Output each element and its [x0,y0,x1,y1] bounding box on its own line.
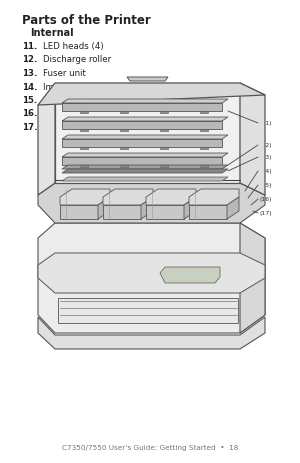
Polygon shape [120,148,128,150]
Text: (13): (13) [259,155,272,160]
Polygon shape [62,118,228,122]
Polygon shape [62,100,228,104]
Polygon shape [146,206,184,219]
Text: Parts of the Printer: Parts of the Printer [22,14,151,27]
Polygon shape [60,189,110,206]
Text: Internal: Internal [30,28,74,38]
Polygon shape [62,122,222,130]
Polygon shape [240,224,265,333]
Text: Discharge roller: Discharge roller [43,56,111,64]
Polygon shape [189,189,239,206]
Text: 15.: 15. [22,96,37,105]
Text: 12.: 12. [22,56,38,64]
Polygon shape [62,166,228,169]
Text: 16.: 16. [22,109,38,118]
Polygon shape [38,253,265,294]
Polygon shape [55,84,240,184]
Polygon shape [58,298,238,323]
Polygon shape [98,198,110,219]
Text: Image drum  and toner cartridge (yellow): Image drum and toner cartridge (yellow) [43,109,222,118]
Text: Image drum  and toner cartridge (cyan): Image drum and toner cartridge (cyan) [43,82,215,91]
Text: (14): (14) [259,169,272,174]
Polygon shape [62,169,228,174]
Text: Fuser unit: Fuser unit [43,69,86,78]
Polygon shape [62,158,222,166]
Text: C7350/7550 User’s Guide: Getting Started  •  18: C7350/7550 User’s Guide: Getting Started… [62,444,238,450]
Polygon shape [146,189,196,206]
Polygon shape [80,148,88,150]
Polygon shape [38,317,265,349]
Polygon shape [62,104,222,112]
Text: (15): (15) [259,183,272,188]
Polygon shape [141,198,153,219]
Polygon shape [60,206,98,219]
Polygon shape [38,84,265,106]
Text: 11.: 11. [22,42,38,51]
Polygon shape [103,206,141,219]
Polygon shape [62,178,228,181]
Text: 17.: 17. [22,123,38,131]
Polygon shape [160,166,168,168]
Polygon shape [189,206,227,219]
Text: (16): (16) [259,197,272,202]
Polygon shape [200,166,208,168]
Polygon shape [103,189,153,206]
Polygon shape [80,166,88,168]
Polygon shape [200,112,208,114]
Polygon shape [80,112,88,114]
Polygon shape [80,130,88,131]
Polygon shape [200,148,208,150]
Polygon shape [127,78,168,82]
Polygon shape [62,140,222,148]
Polygon shape [62,136,228,140]
Polygon shape [160,268,220,283]
Polygon shape [38,94,55,195]
Polygon shape [200,130,208,131]
Text: (17): (17) [259,211,272,216]
Polygon shape [38,224,265,333]
Polygon shape [120,166,128,168]
Polygon shape [160,112,168,114]
Text: 14.: 14. [22,82,38,91]
Polygon shape [38,184,265,224]
Text: Image drum  and toner cartridge (black): Image drum and toner cartridge (black) [43,123,217,131]
Text: Image drum  and toner cartridge (magenta): Image drum and toner cartridge (magenta) [43,96,233,105]
Text: (12): (12) [259,143,272,148]
Polygon shape [240,84,265,195]
Text: (11): (11) [259,121,272,126]
Polygon shape [62,154,228,158]
Text: 13.: 13. [22,69,38,78]
Polygon shape [120,112,128,114]
Polygon shape [184,198,196,219]
Polygon shape [120,130,128,131]
Polygon shape [160,148,168,150]
Text: LED heads (4): LED heads (4) [43,42,104,51]
Polygon shape [227,198,239,219]
Polygon shape [160,130,168,131]
